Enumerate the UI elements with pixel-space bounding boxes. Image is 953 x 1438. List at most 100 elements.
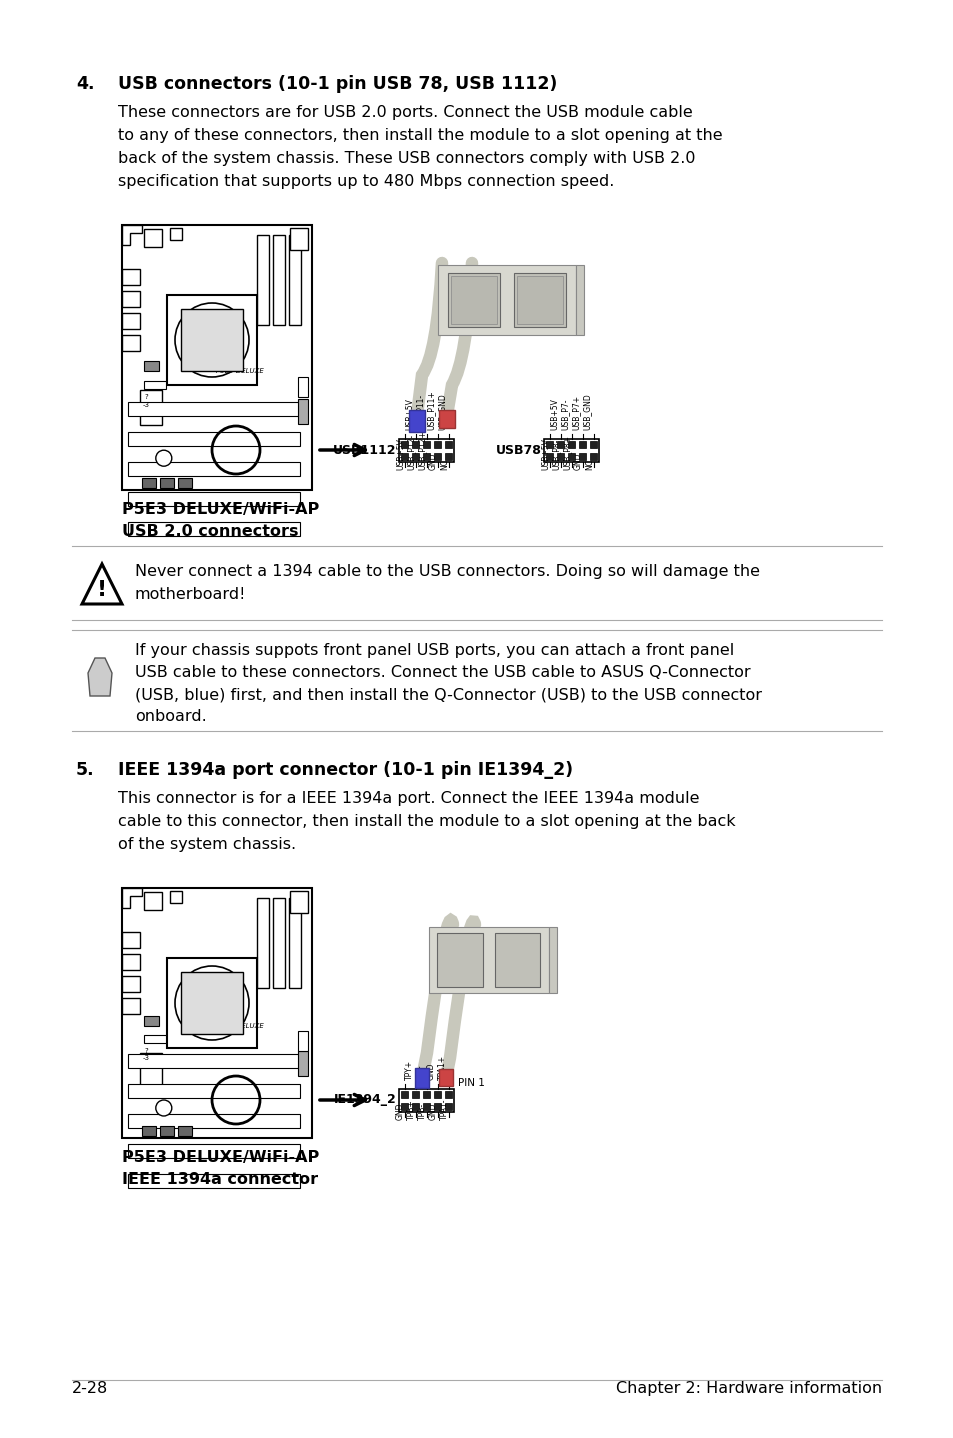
Text: USB connectors (10-1 pin USB 78, USB 1112): USB connectors (10-1 pin USB 78, USB 111… [118,75,557,93]
Bar [399,439,454,462]
Bar [429,926,548,994]
Text: USB cable to these connectors. Connect the USB cable to ASUS Q-Connector: USB cable to these connectors. Connect t… [135,664,750,680]
Text: 2-28: 2-28 [71,1380,108,1396]
Text: USB_P11-: USB_P11- [416,394,424,430]
Text: GND: GND [429,1102,437,1120]
Bar [448,273,500,326]
Text: USB+5V: USB+5V [395,437,405,469]
Text: USB_P7-: USB_P7- [560,398,569,430]
Text: onboard.: onboard. [135,709,207,723]
Bar [160,1126,173,1136]
Text: motherboard!: motherboard! [135,587,246,603]
Bar [273,234,285,325]
Bar [128,462,299,476]
Bar [144,229,162,247]
Text: 4.: 4. [76,75,94,93]
Text: These connectors are for USB 2.0 ports. Connect the USB module cable: These connectors are for USB 2.0 ports. … [118,105,692,119]
Text: TPA1+: TPA1+ [437,1055,447,1080]
Text: USB+5V: USB+5V [550,398,558,430]
Bar [412,440,419,447]
Bar [415,1068,429,1087]
Bar [590,440,597,447]
Text: (USB, blue) first, and then install the Q-Connector (USB) to the USB connector: (USB, blue) first, and then install the … [135,687,761,702]
Bar [122,889,312,1137]
Text: TPY-: TPY- [416,1066,424,1080]
Text: USB_P8-: USB_P8- [552,439,560,469]
Bar [412,453,419,460]
Bar [557,453,564,460]
Bar [160,477,173,487]
Bar [144,1015,159,1025]
Text: P5E3 DELUXE/WiFi-AP: P5E3 DELUXE/WiFi-AP [122,1150,319,1165]
Text: IE1394_2: IE1394_2 [334,1093,396,1106]
Bar [178,1126,192,1136]
Bar [142,1126,156,1136]
Bar [401,453,408,460]
Bar [122,335,140,351]
Text: TPB-: TPB- [417,1103,427,1120]
Circle shape [155,1100,172,1116]
Text: USB_P12+: USB_P12+ [417,430,427,469]
Bar [128,1054,299,1068]
Bar [122,976,140,992]
Bar [423,440,430,447]
Bar [289,234,301,325]
Text: specification that supports up to 480 Mbps connection speed.: specification that supports up to 480 Mb… [118,174,614,188]
Bar [167,295,256,385]
Text: ?: ? [144,394,148,400]
Text: ?: ? [144,1048,148,1054]
Bar [437,265,576,335]
Bar [297,1051,308,1076]
Bar [167,958,256,1048]
Bar [122,269,140,285]
Bar [144,1035,166,1043]
Bar [434,1090,441,1097]
Bar [494,932,539,986]
Bar [412,1090,419,1097]
Bar [142,477,156,487]
Bar [434,453,441,460]
Bar [128,1114,299,1127]
Text: -3: -3 [142,1055,150,1061]
Text: ASUS: ASUS [223,338,241,355]
Bar [256,234,269,325]
Text: -3: -3 [142,403,150,408]
Text: TPB+: TPB+ [407,1099,416,1120]
Text: to any of these connectors, then install the module to a slot opening at the: to any of these connectors, then install… [118,128,721,142]
Text: 5.: 5. [76,761,94,779]
Text: NC: NC [584,459,594,469]
Text: TPA1-: TPA1- [439,1099,449,1120]
Bar [451,276,497,324]
Polygon shape [122,224,142,244]
Bar [144,381,166,390]
Bar [256,897,269,988]
Text: P5E3 DELUXE: P5E3 DELUXE [215,368,263,374]
Bar [548,926,557,994]
Bar [544,439,598,462]
Bar [568,453,575,460]
Bar [273,897,285,988]
Text: USB_P12-: USB_P12- [407,433,416,469]
Bar [578,440,586,447]
Polygon shape [82,564,122,604]
Text: USB1112: USB1112 [333,443,396,456]
Bar [181,309,243,371]
Polygon shape [88,659,112,696]
Bar [122,998,140,1014]
Bar [140,1053,162,1089]
Text: IEEE 1394a connector: IEEE 1394a connector [122,1172,317,1186]
Bar [436,932,482,986]
Bar [438,410,455,429]
Bar [412,1103,419,1110]
Text: NC: NC [439,459,449,469]
Text: !: ! [97,580,107,600]
Bar [170,892,182,903]
Bar [557,440,564,447]
Bar [546,440,553,447]
Bar [144,361,159,371]
Text: PIN 1: PIN 1 [458,1078,485,1089]
Bar [401,440,408,447]
Bar [517,276,563,324]
Text: TPY+: TPY+ [405,1060,414,1080]
Bar [122,290,140,306]
